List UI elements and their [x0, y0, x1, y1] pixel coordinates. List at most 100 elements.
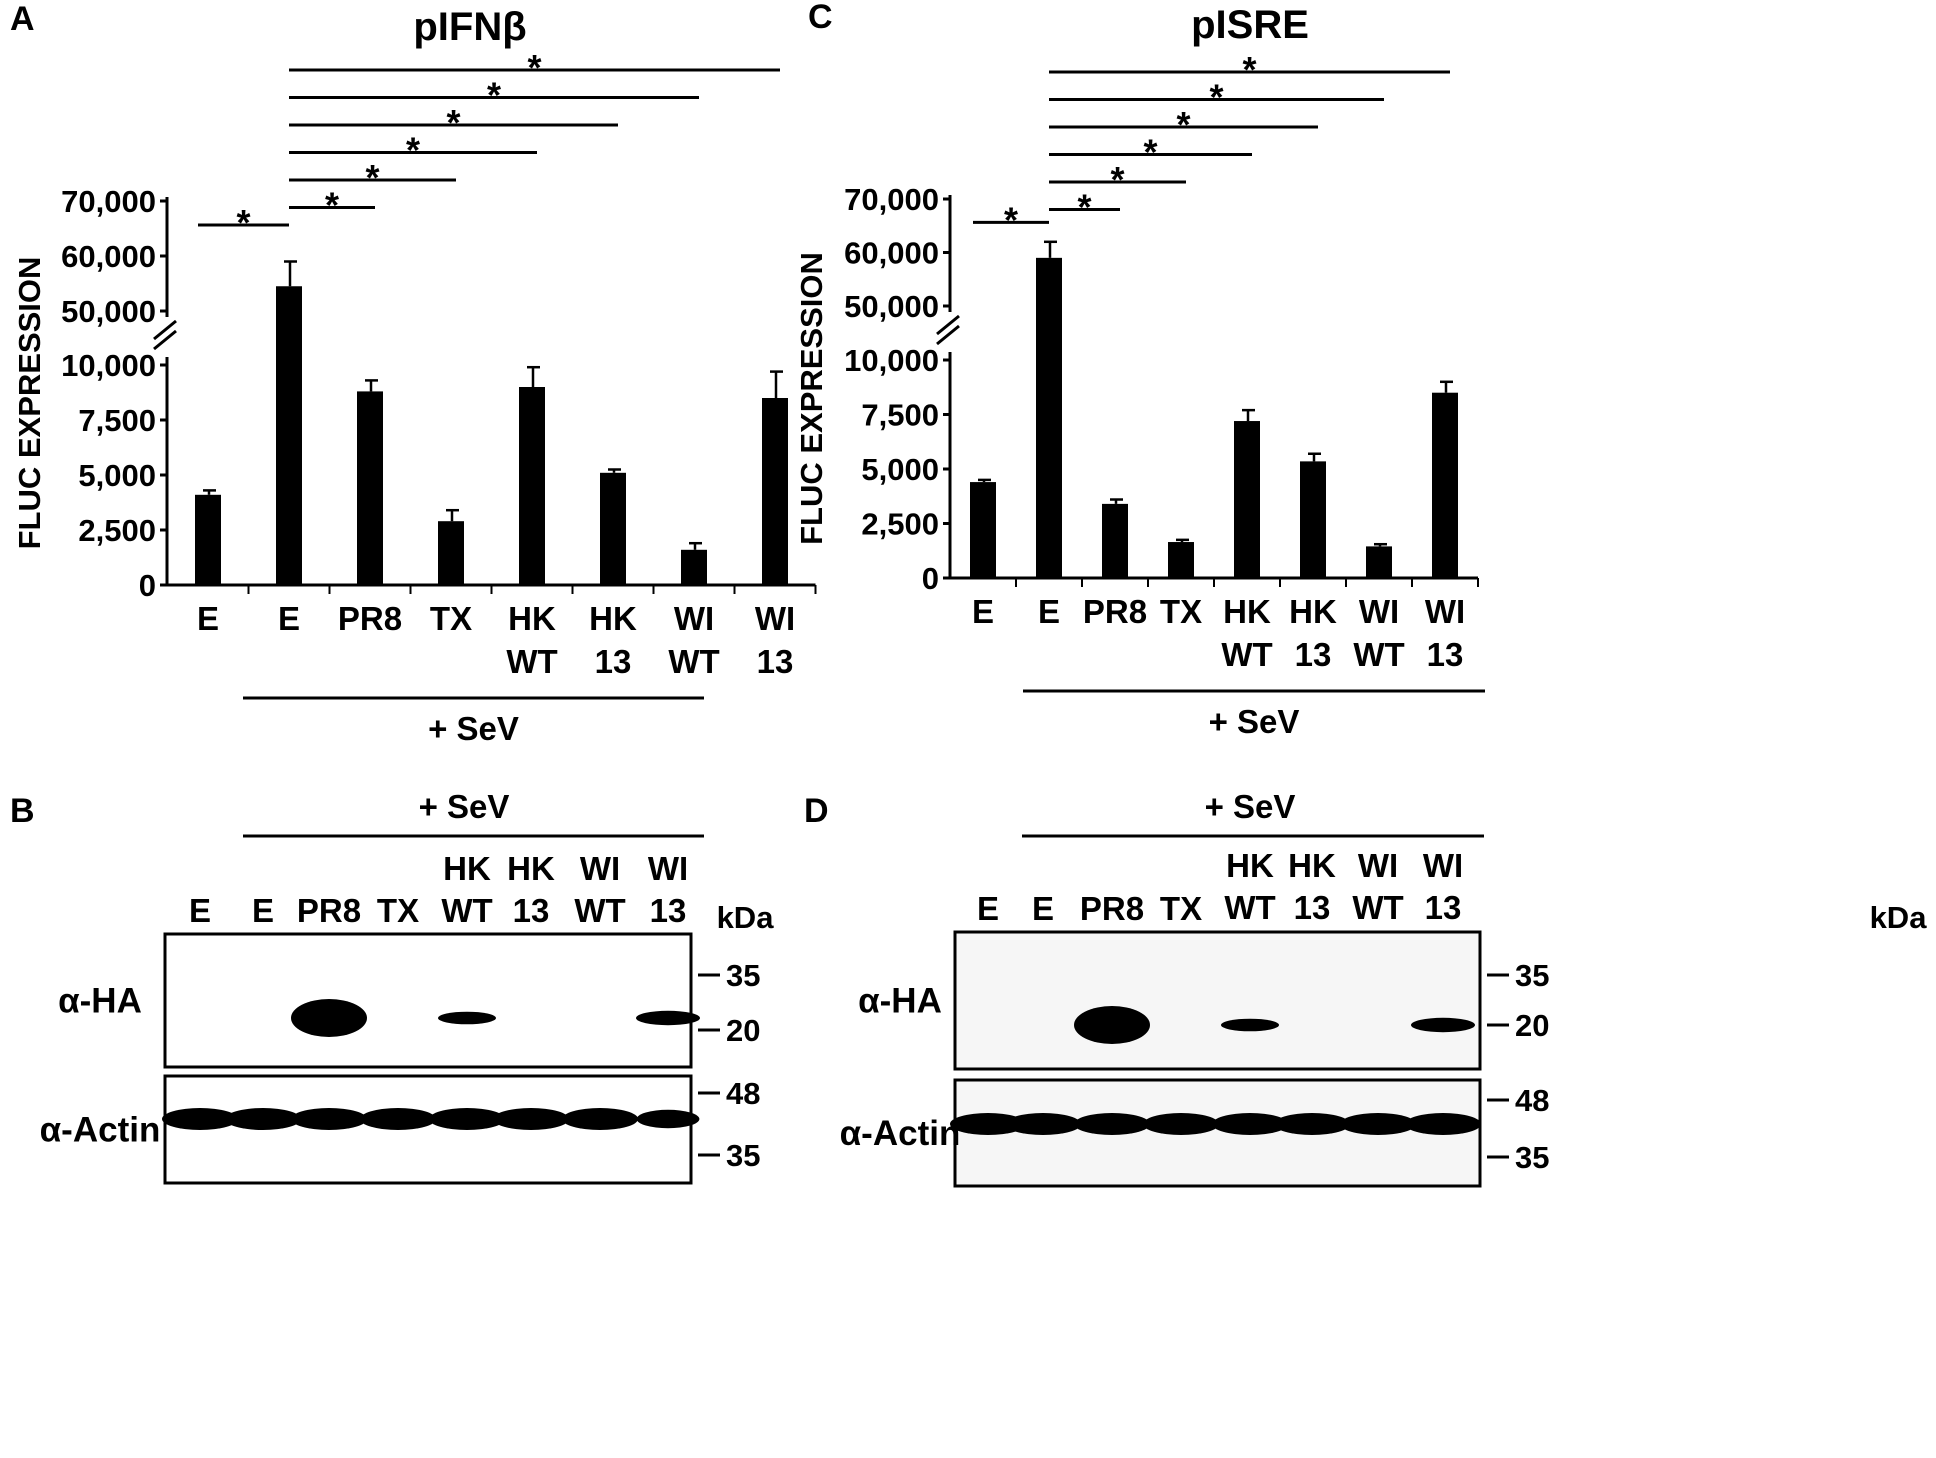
significance-star: *	[1110, 159, 1124, 200]
bar	[276, 286, 302, 585]
blot-band	[438, 1011, 496, 1025]
lane-label: WI	[1423, 847, 1463, 884]
y-tick-label: 7,500	[78, 403, 156, 438]
lane-label: HK	[1288, 847, 1336, 884]
x-category-label: WI	[1359, 593, 1399, 630]
sev-group-label: + SeV	[1209, 703, 1300, 740]
blot-band	[225, 1108, 301, 1130]
lane-label: 13	[650, 892, 687, 929]
bar	[1432, 392, 1458, 578]
y-tick-label: 0	[922, 561, 939, 596]
sev-group-label: + SeV	[428, 710, 519, 747]
bar	[762, 398, 788, 585]
significance-star: *	[446, 102, 460, 143]
bar	[357, 391, 383, 585]
panel-letter: A	[10, 0, 35, 38]
lane-label: PR8	[1080, 890, 1144, 927]
antibody-label: α-HA	[58, 982, 142, 1021]
lane-label: WI	[1358, 847, 1398, 884]
x-category-label: HK	[508, 600, 556, 637]
bar	[1234, 421, 1260, 578]
bar	[519, 387, 545, 585]
mw-marker-label: 20	[726, 1013, 760, 1048]
significance-star: *	[527, 47, 541, 88]
chart-title: pIFNβ	[413, 5, 526, 49]
blot-band	[950, 1113, 1026, 1135]
blot-band	[162, 1108, 238, 1130]
blot-band	[1074, 1006, 1150, 1044]
bar	[1102, 503, 1128, 578]
significance-star: *	[325, 185, 339, 226]
mw-marker-label: 48	[1515, 1083, 1549, 1118]
antibody-label: α-Actin	[840, 1114, 961, 1153]
x-category-label: WI	[1425, 593, 1465, 630]
chart-title: pISRE	[1191, 3, 1309, 47]
x-category-label: HK	[1289, 593, 1337, 630]
significance-star: *	[236, 202, 250, 243]
significance-star: *	[365, 157, 379, 198]
y-tick-label: 50,000	[61, 294, 156, 329]
x-category-label: WT	[506, 643, 557, 680]
blot-band	[562, 1108, 638, 1130]
y-axis-label: FLUC EXPRESSION	[794, 252, 829, 545]
mw-marker-label: 48	[726, 1076, 760, 1111]
y-axis-label: FLUC EXPRESSION	[12, 257, 47, 550]
lane-label: WT	[1352, 889, 1403, 926]
significance-star: *	[1143, 132, 1157, 173]
lane-label: E	[1032, 890, 1054, 927]
y-tick-label: 2,500	[78, 513, 156, 548]
lane-label: WT	[441, 892, 492, 929]
lane-label: WI	[648, 850, 688, 887]
x-category-label: E	[972, 593, 994, 630]
sev-label: + SeV	[419, 788, 510, 825]
kda-label: kDa	[717, 900, 775, 935]
mw-marker-label: 35	[726, 958, 760, 993]
mw-marker-label: 35	[1515, 1140, 1549, 1175]
axis-break-mark	[153, 319, 177, 341]
blot-band	[1405, 1113, 1481, 1135]
blot-band	[429, 1108, 505, 1130]
x-category-label: WI	[755, 600, 795, 637]
x-category-label: TX	[430, 600, 472, 637]
lane-label: 13	[513, 892, 550, 929]
bar	[970, 482, 996, 578]
blot-band	[1221, 1018, 1279, 1032]
blot-band	[1074, 1113, 1150, 1135]
significance-star: *	[406, 130, 420, 171]
antibody-label: α-HA	[858, 982, 942, 1021]
y-tick-label: 70,000	[844, 182, 939, 217]
y-tick-label: 5,000	[861, 452, 939, 487]
panel-d-western-blot: D + SeV E E PR8 TX HK WT HK 13 WI WT WI 13 kDa α-HA 35 20…	[804, 788, 1928, 1188]
significance-star: *	[1004, 199, 1018, 240]
blot-band	[1340, 1113, 1416, 1135]
y-tick-label: 7,500	[861, 398, 939, 433]
significance-star: *	[1209, 77, 1223, 118]
y-tick-label: 0	[139, 568, 156, 603]
bar	[681, 549, 707, 585]
x-category-label: 13	[1427, 636, 1464, 673]
x-category-label: 13	[1295, 636, 1332, 673]
y-tick-label: 2,500	[861, 507, 939, 542]
blot-band	[1212, 1113, 1288, 1135]
bar	[1036, 257, 1062, 578]
blot-band	[360, 1108, 436, 1130]
significance-star: *	[1242, 49, 1256, 90]
x-category-label: 13	[757, 643, 794, 680]
blot-band	[1143, 1113, 1219, 1135]
lane-label: 13	[1425, 889, 1462, 926]
lane-label: PR8	[297, 892, 361, 929]
blot-band	[636, 1109, 700, 1129]
x-category-label: PR8	[1083, 593, 1147, 630]
x-category-label: E	[278, 600, 300, 637]
x-category-label: WT	[1353, 636, 1404, 673]
significance-star: *	[1077, 187, 1091, 228]
blot-frame	[953, 930, 1482, 1071]
panel-letter: C	[808, 0, 833, 36]
axis-break-mark	[936, 324, 960, 346]
bar	[1300, 461, 1326, 578]
kda-label: kDa	[1870, 900, 1928, 935]
x-category-label: HK	[1223, 593, 1271, 630]
lane-label: TX	[377, 892, 419, 929]
bar	[438, 521, 464, 585]
